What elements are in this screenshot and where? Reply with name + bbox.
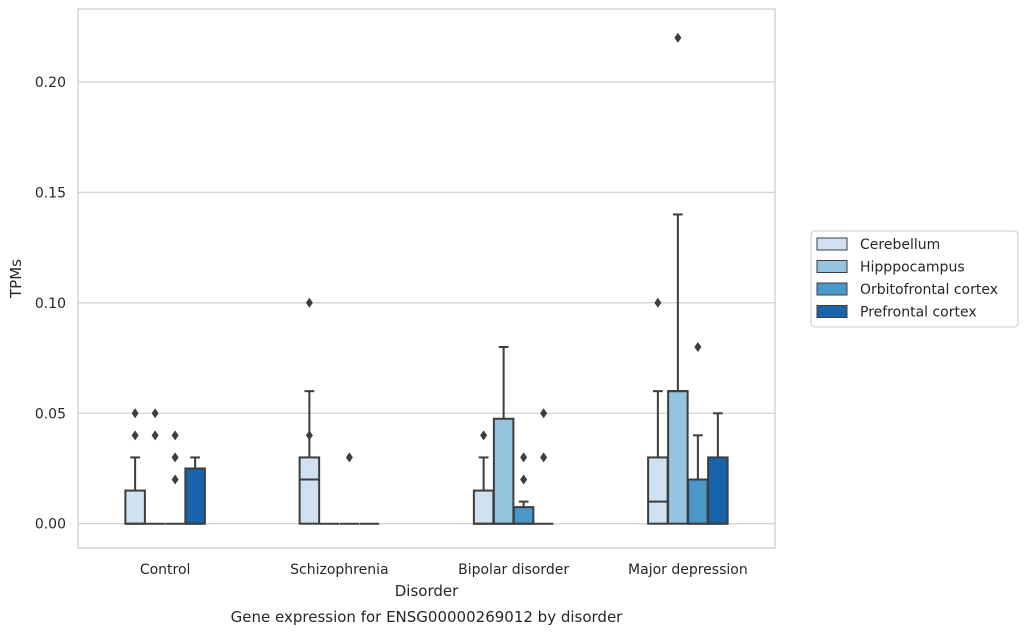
outlier-point (171, 452, 179, 463)
outlier-point (171, 430, 179, 441)
outlier-point (540, 452, 548, 463)
box (472, 489, 495, 525)
box (492, 417, 515, 525)
legend-frame (810, 230, 1019, 328)
box-hipppocampus (145, 408, 165, 525)
box (667, 390, 689, 525)
box-cerebellum (647, 297, 669, 525)
outlier-point (345, 452, 353, 463)
outlier-point (305, 297, 313, 308)
y-tick-label: 0.20 (35, 75, 66, 91)
box-prefrontal-cortex (707, 412, 729, 525)
outlier-point (520, 452, 528, 463)
box-orbitofrontal-cortex (687, 341, 709, 525)
x-axis-ticks: Control Schizophrenia Bipolar disorder Majo… (140, 562, 748, 578)
outlier-point (131, 430, 139, 441)
legend-swatch (816, 260, 848, 273)
box (647, 456, 669, 525)
box-prefrontal-cortex (184, 456, 206, 525)
legend-swatch (816, 282, 848, 296)
outlier-point (694, 341, 702, 352)
y-tick-label: 0.05 (35, 406, 66, 422)
legend-label: Cerebellum (860, 237, 940, 253)
outlier-point (151, 430, 159, 441)
box-cerebellum (472, 430, 495, 525)
outlier-point (151, 408, 159, 419)
box-prefrontal-cortex (533, 408, 554, 525)
box-cerebellum (298, 297, 321, 525)
box-groups (124, 32, 729, 525)
y-tick-label: 0.10 (35, 296, 66, 312)
box (124, 489, 146, 525)
legend-label: Orbitofrontal cortex (860, 282, 998, 298)
x-tick-label: Schizophrenia (290, 562, 388, 578)
box (687, 478, 709, 525)
box (512, 506, 535, 525)
box-orbitofrontal-cortex (339, 452, 360, 525)
x-tick-label: Bipolar disorder (458, 562, 569, 578)
box-hipppocampus (492, 345, 515, 525)
legend: Cerebellum Hipppocampus Orbitofrontal cort… (810, 230, 1019, 328)
box-orbitofrontal-cortex (165, 430, 185, 525)
box (707, 456, 729, 525)
outlier-point (171, 474, 179, 485)
y-tick-label: 0.15 (35, 185, 66, 201)
legend-swatch (816, 305, 848, 318)
legend-swatch (816, 237, 848, 251)
legend-label: Hipppocampus (860, 260, 965, 276)
legend-label: Prefrontal cortex (860, 305, 977, 321)
x-tick-label: Major depression (628, 562, 748, 578)
outlier-point (674, 32, 682, 43)
outlier-point (480, 430, 488, 441)
x-axis-label: Disorder (395, 582, 459, 600)
box-orbitofrontal-cortex (512, 452, 535, 525)
chart-caption: Gene expression for ENSG00000269012 by d… (231, 608, 624, 626)
outlier-point (540, 408, 548, 419)
outlier-point (654, 297, 662, 308)
outlier-point (131, 408, 139, 419)
y-tick-label: 0.00 (35, 517, 66, 533)
box (184, 467, 206, 525)
box (298, 456, 321, 525)
outlier-point (305, 430, 313, 441)
y-axis-label: TPMs (7, 259, 25, 299)
x-tick-label: Control (140, 562, 191, 578)
box-cerebellum (124, 408, 146, 525)
y-axis-ticks: 0.00 0.05 0.10 0.15 0.20 (35, 75, 66, 533)
outlier-point (520, 474, 528, 485)
box-hipppocampus (667, 32, 689, 525)
